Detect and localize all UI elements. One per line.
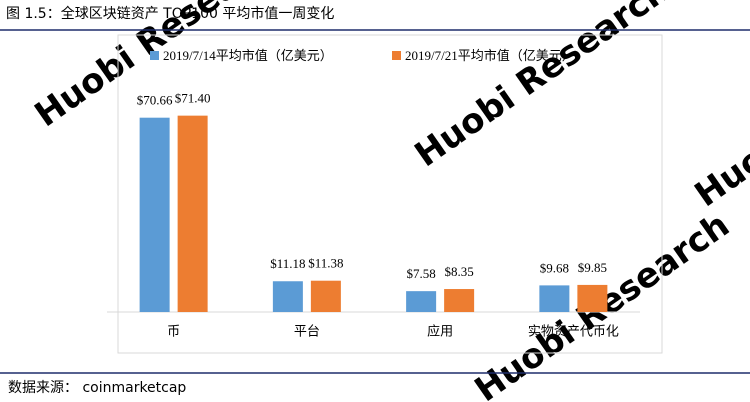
bar xyxy=(444,289,475,312)
bar xyxy=(577,284,608,312)
legend-swatch xyxy=(150,51,159,60)
value-label: $8.35 xyxy=(445,264,474,279)
bar xyxy=(406,291,437,312)
watermark: Huobi Research xyxy=(408,0,677,175)
x-tick-label: 应用 xyxy=(427,324,453,340)
bar xyxy=(310,280,341,312)
legend-swatch xyxy=(392,51,401,60)
watermark: Huobi Research xyxy=(688,10,750,215)
value-label: $9.68 xyxy=(540,260,569,275)
bar xyxy=(139,117,170,312)
chart-frame xyxy=(117,34,663,354)
value-label: $7.58 xyxy=(407,266,436,281)
value-label: $9.85 xyxy=(578,260,607,275)
bar xyxy=(539,285,570,312)
x-tick-label: 币 xyxy=(167,325,180,340)
value-label: $11.18 xyxy=(270,256,305,271)
value-label: $11.38 xyxy=(308,256,343,271)
value-label: $70.66 xyxy=(137,93,173,108)
chart-title: 图 1.5：全球区块链资产 TOP100 平均市值一周变化 xyxy=(6,5,334,22)
x-tick-label: 平台 xyxy=(294,325,320,340)
bar xyxy=(272,281,303,312)
source: 数据来源： coinmarketcap xyxy=(8,380,186,396)
legend-label: 2019/7/14平均市值（亿美元） xyxy=(163,48,333,63)
legend-label: 2019/7/21平均市值（亿美元） xyxy=(405,48,575,63)
x-tick-label: 实物资产代币化 xyxy=(528,325,619,340)
value-label: $71.40 xyxy=(175,91,211,106)
bar xyxy=(177,115,208,313)
